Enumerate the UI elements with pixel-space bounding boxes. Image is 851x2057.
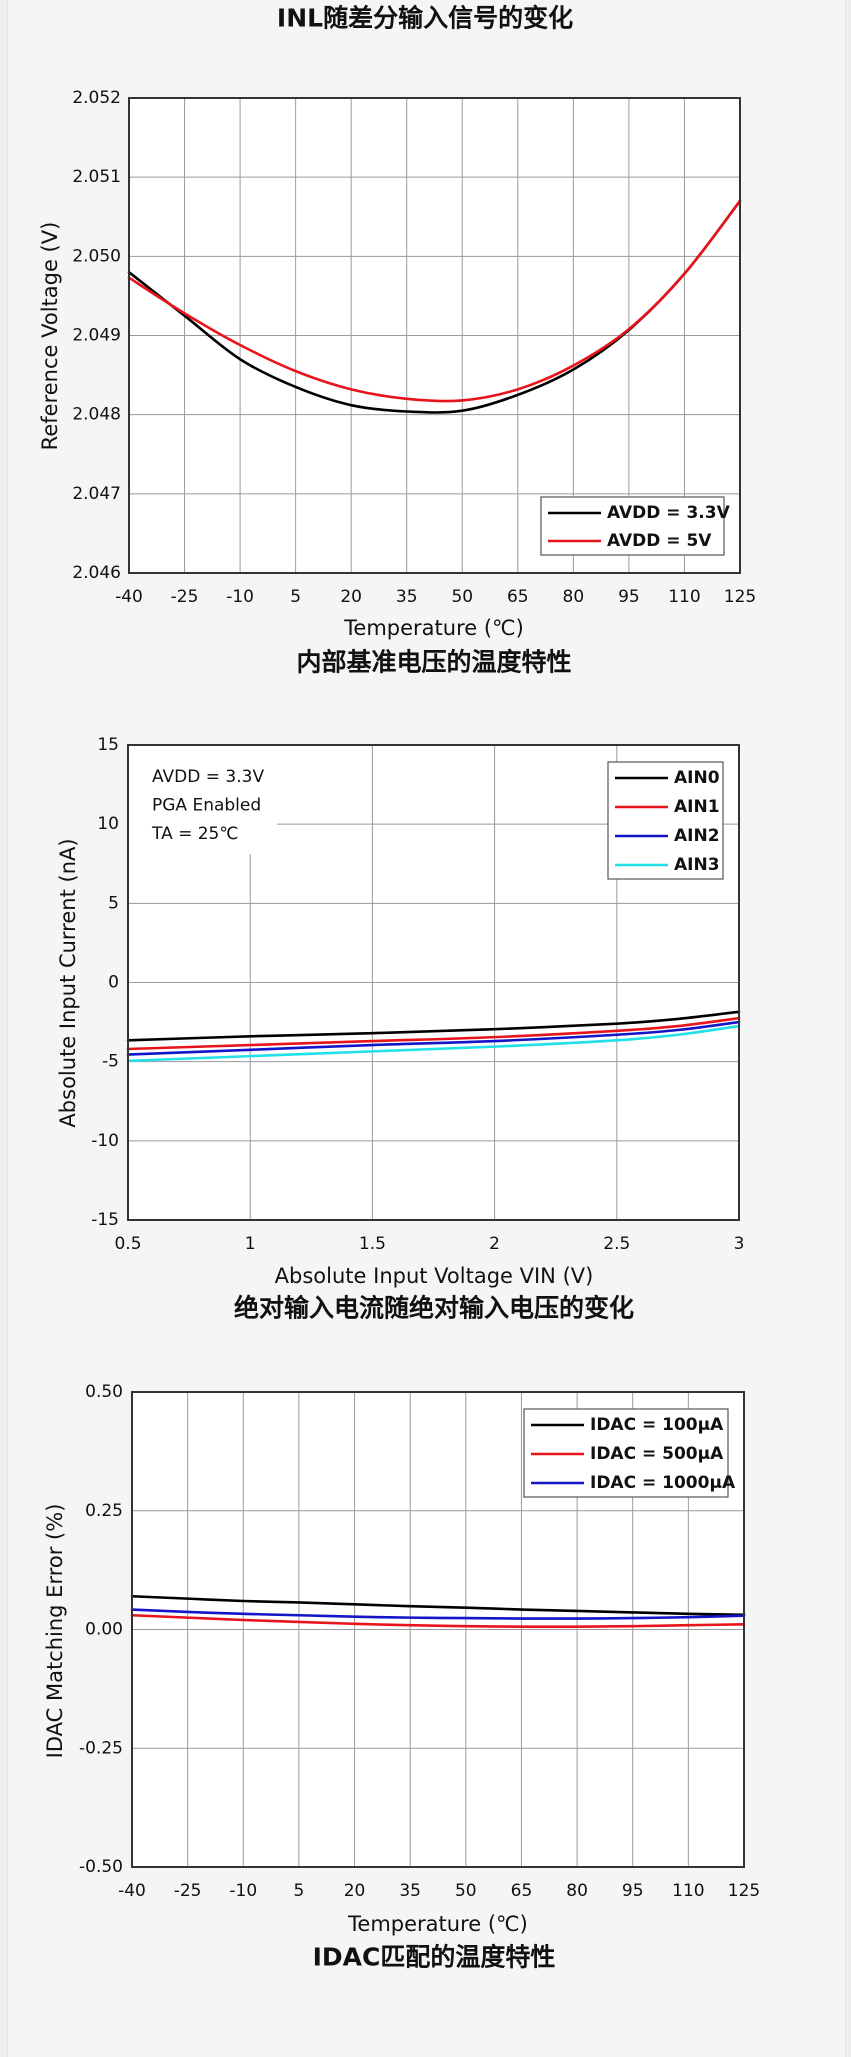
- chart-2-ytick-label: -5: [102, 1052, 119, 1072]
- chart-1-legend: AVDD = 3.3V AVDD = 5V: [540, 496, 731, 556]
- chart-2-legend-label: AIN3: [674, 855, 720, 875]
- chart-3-series-line-1: [130, 1594, 746, 1617]
- chart-3-ytick-label: 0.25: [85, 1501, 123, 1521]
- chart-1-plot-area: [127, 97, 742, 574]
- chart-1-ytick-label: 2.046: [72, 563, 121, 583]
- chart-3-xtick-label: 110: [672, 1881, 704, 1901]
- chart-2-series-line-3: [126, 1020, 741, 1056]
- chart-1-xtick-label: 110: [668, 587, 700, 607]
- chart-2-xtick-label: 1.5: [359, 1234, 386, 1254]
- chart-1-xtick-label: -40: [115, 587, 143, 607]
- chart-2-series-line-1: [126, 1010, 741, 1042]
- chart-1-ytick-label: 2.051: [72, 167, 121, 187]
- chart-3-xtick-label: -10: [229, 1881, 257, 1901]
- chart-2-legend: AIN0 AIN1 AIN2 AIN3: [607, 761, 724, 880]
- chart-3-xtick-label: 35: [399, 1881, 421, 1901]
- chart-2-ytick-label: 10: [97, 814, 119, 834]
- chart-3-legend: IDAC = 100μA IDAC = 500μA IDAC = 1000μA: [523, 1408, 736, 1498]
- chart-2-xtick-label: 0.5: [114, 1234, 141, 1254]
- chart-2-annotation-box: [129, 746, 277, 854]
- chart-2-annotation: AVDD = 3.3V: [152, 767, 264, 787]
- chart-2-xlabel: Absolute Input Voltage VIN (V): [275, 1264, 594, 1288]
- chart-2-ylabel: Absolute Input Current (nA): [56, 838, 80, 1127]
- chart-1-ylabel: Reference Voltage (V): [38, 222, 62, 451]
- chart-3-xtick-label: 20: [344, 1881, 366, 1901]
- chart-1-legend-box: [540, 496, 725, 556]
- chart-3-ylabel: IDAC Matching Error (%): [43, 1504, 67, 1759]
- chart-1-xtick-label: -10: [226, 587, 254, 607]
- chart-2-xtick-label: 2.5: [603, 1234, 630, 1254]
- chart-3-xlabel: Temperature (℃): [347, 1912, 528, 1936]
- chart-1-ytick-label: 2.049: [72, 326, 121, 346]
- chart-3-caption: IDAC匹配的温度特性: [313, 1943, 556, 1972]
- chart-2-xtick-label: 3: [734, 1234, 745, 1254]
- chart-1-ytick-label: 2.050: [72, 246, 121, 266]
- chart-2-series-line-2: [126, 1016, 741, 1051]
- chart-1-xtick-label: 5: [290, 587, 301, 607]
- chart-1-xlabel: Temperature (℃): [343, 616, 524, 640]
- chart-3-axes-frame: [131, 1391, 745, 1868]
- chart-2: Absolute Input Current (nA) Absolute Inp…: [56, 735, 744, 1323]
- chart-1-xtick-label: 95: [618, 587, 640, 607]
- chart-3-ytick-label: -0.50: [79, 1857, 123, 1877]
- chart-3-xtick-label: 80: [566, 1881, 588, 1901]
- chart-1-series-line-2: [127, 199, 742, 403]
- chart-2-axes-frame: [127, 744, 740, 1221]
- chart-2-ytick-label: 15: [97, 735, 119, 755]
- chart-3-ytick-label: 0.50: [85, 1382, 123, 1402]
- chart-1-xtick-label: -25: [171, 587, 199, 607]
- chart-1-xtick-label: 80: [563, 587, 585, 607]
- chart-2-legend-label: AIN2: [674, 826, 720, 846]
- chart-1-caption: 内部基准电压的温度特性: [296, 648, 571, 677]
- chart-3-series-line-3: [130, 1608, 746, 1620]
- chart-3-xtick-label: 65: [511, 1881, 533, 1901]
- chart-1-legend-label: AVDD = 5V: [607, 531, 712, 551]
- chart-1-legend-label: AVDD = 3.3V: [607, 503, 731, 523]
- chart-1-axes-frame: [128, 97, 741, 574]
- chart-1-ytick-label: 2.052: [72, 88, 121, 108]
- chart-3-ytick-label: 0.00: [85, 1620, 123, 1640]
- chart-2-series-line-4: [126, 1024, 741, 1063]
- chart-2-xtick-label: 1: [245, 1234, 256, 1254]
- chart-3-legend-label: IDAC = 1000μA: [590, 1473, 736, 1493]
- chart-1-xtick-label: 35: [396, 587, 418, 607]
- chart-3-xtick-label: 5: [293, 1881, 304, 1901]
- chart-2-ytick-label: -10: [91, 1131, 119, 1151]
- chart-2-ytick-label: -15: [91, 1210, 119, 1230]
- chart-3: IDAC Matching Error (%) Temperature (℃) …: [43, 1382, 760, 1972]
- chart-2-ytick-label: 0: [108, 973, 119, 993]
- chart-2-annotation: PGA Enabled: [152, 796, 261, 816]
- chart-2-legend-box: [607, 761, 724, 880]
- chart-3-legend-label: IDAC = 100μA: [590, 1415, 724, 1435]
- chart-3-series-line-2: [130, 1613, 746, 1629]
- chart-1-xtick-label: 125: [724, 587, 756, 607]
- chart-2-legend-label: AIN0: [674, 768, 720, 788]
- chart-2-annotation: TA = 25℃: [151, 824, 238, 844]
- chart-3-ytick-label: -0.25: [79, 1738, 123, 1758]
- chart-3-xtick-label: -40: [118, 1881, 146, 1901]
- chart-1-xtick-label: 50: [451, 587, 473, 607]
- chart-3-xtick-label: -25: [174, 1881, 202, 1901]
- chart-3-xtick-label: 95: [622, 1881, 644, 1901]
- chart-3-legend-label: IDAC = 500μA: [590, 1444, 724, 1464]
- chart-1-ytick-label: 2.047: [72, 484, 121, 504]
- chart-2-ytick-label: 5: [108, 893, 119, 913]
- chart-2-caption: 绝对输入电流随绝对输入电压的变化: [234, 1294, 634, 1323]
- chart-2-xtick-label: 2: [489, 1234, 500, 1254]
- chart-3-xtick-label: 125: [728, 1881, 760, 1901]
- chart-2-legend-label: AIN1: [674, 797, 720, 817]
- chart-1-xtick-label: 20: [340, 587, 362, 607]
- top-caption: INL随差分输入信号的变化: [277, 4, 573, 33]
- chart-1: Reference Voltage (V) Temperature (℃) 内部…: [38, 88, 756, 677]
- chart-1-xtick-label: 65: [507, 587, 529, 607]
- chart-1-ytick-label: 2.048: [72, 405, 121, 425]
- chart-3-xtick-label: 50: [455, 1881, 477, 1901]
